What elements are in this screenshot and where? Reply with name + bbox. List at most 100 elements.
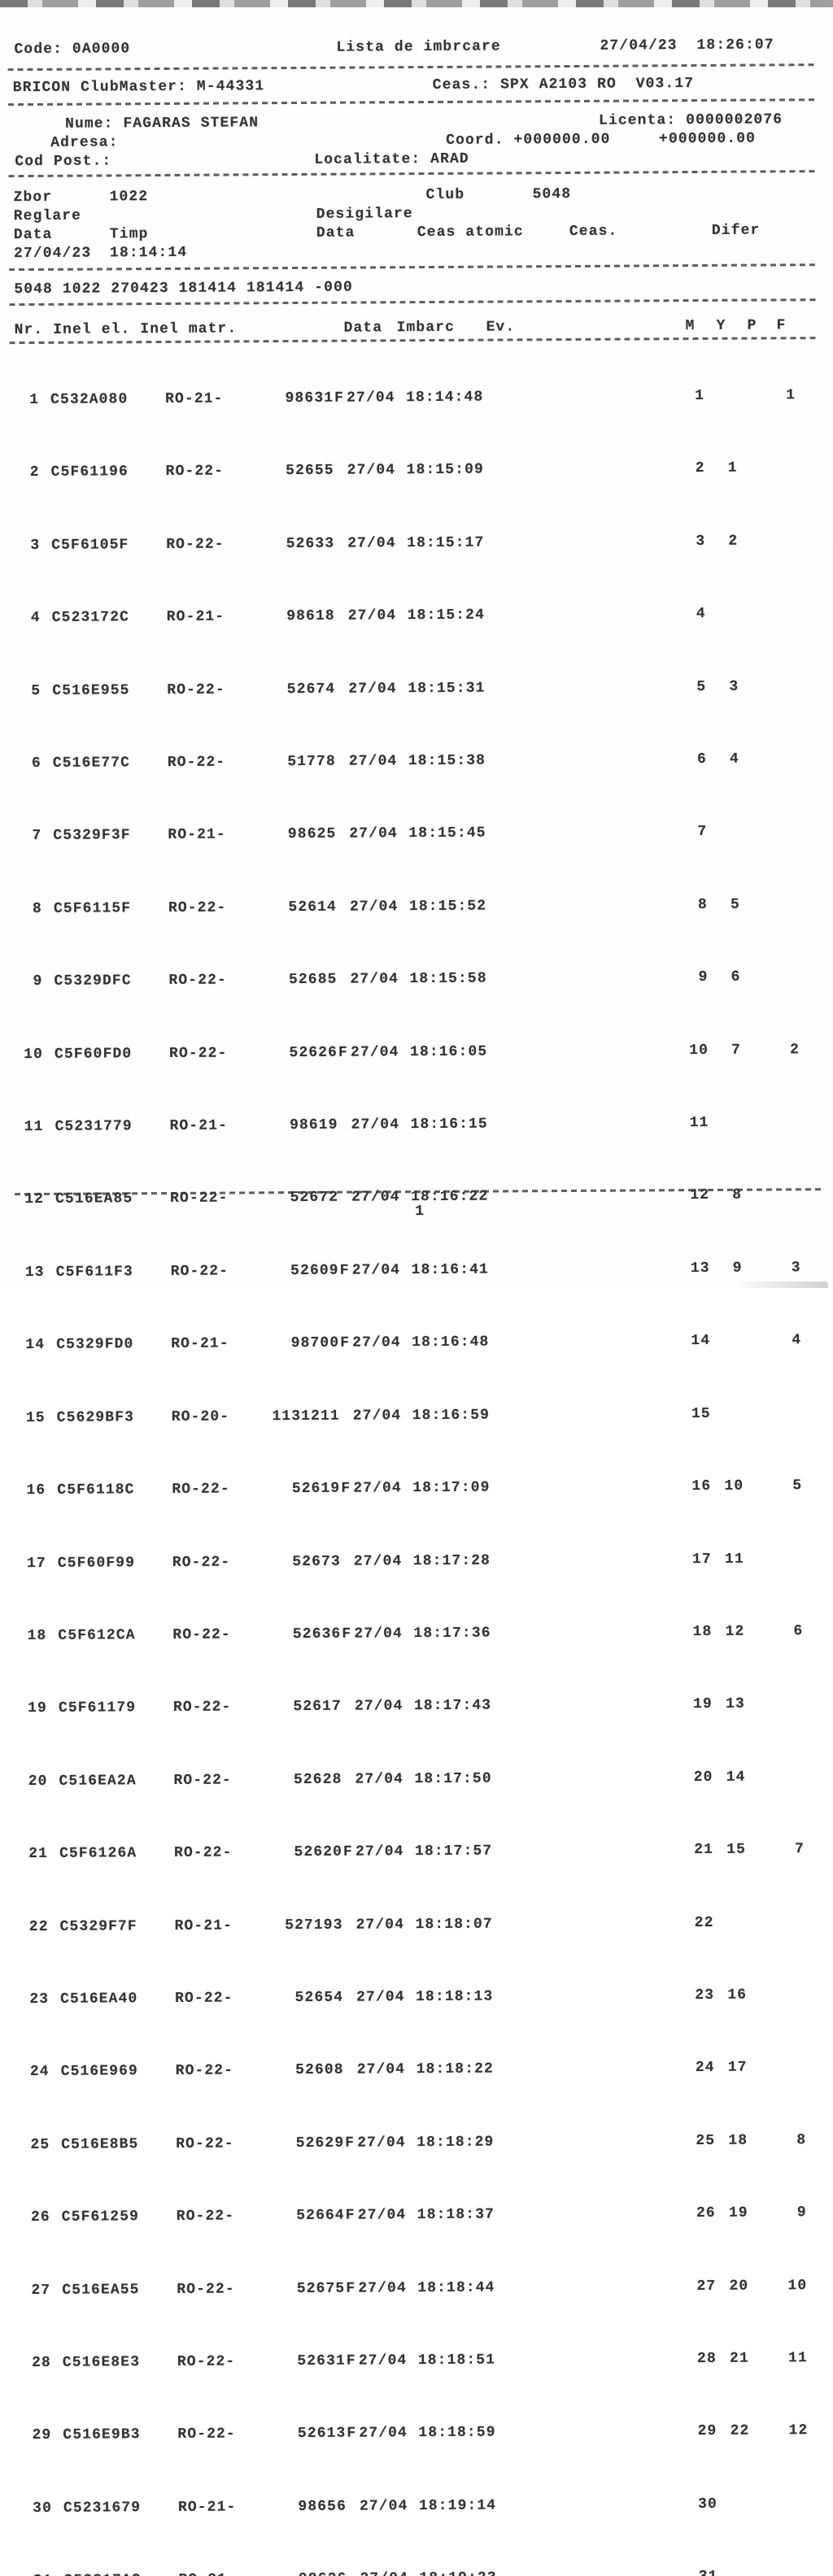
row-electronic-ring: C5F61259 <box>62 2208 139 2226</box>
table-row: 19 C5F61179 RO-22- 52617 27/04 18:17:43 … <box>7 1695 833 1719</box>
row-basketing-time: 18:18:44 <box>417 2278 495 2297</box>
table-row: 1 C532A080 RO-21- 98631 F 27/04 18:14:48… <box>0 386 831 411</box>
table-row: 20 C516EA2A RO-22- 52628 27/04 18:17:50 … <box>7 1768 833 1792</box>
row-ring-number: 52609 <box>232 1262 339 1281</box>
row-electronic-ring: C5231779 <box>55 1117 133 1136</box>
row-m-count: 11 <box>666 1114 709 1132</box>
row-number: 29 <box>24 2426 51 2444</box>
row-f-count: 1 <box>745 386 796 404</box>
table-row: 24 C516E969 RO-22- 52608 27/04 18:18:22 … <box>9 2058 833 2082</box>
row-basketing-time: 18:18:51 <box>418 2352 495 2370</box>
row-basketing-time: 18:17:43 <box>414 1697 491 1716</box>
row-ring-number: 52675 <box>238 2279 345 2298</box>
row-f-count: 5 <box>752 1477 802 1495</box>
row-basketing-time: 18:16:05 <box>410 1042 487 1061</box>
row-ring-number: 52664 <box>238 2207 345 2226</box>
table-row: 25 C516E8B5 RO-22- 52629 F 27/04 18:18:2… <box>9 2131 833 2156</box>
row-number: 22 <box>21 1917 49 1935</box>
row-ring-series: RO-22- <box>171 1262 229 1280</box>
row-f-flag: F <box>340 1261 353 1279</box>
row-number: 18 <box>19 1627 46 1645</box>
row-ring-series: RO-22- <box>166 535 225 553</box>
row-number: 14 <box>17 1336 45 1354</box>
row-f-flag: F <box>347 2425 360 2443</box>
table-row: 31 C52317AC RO-21- 98626 27/04 18:19:23 … <box>11 2567 833 2576</box>
row-basketing-date: 27/04 <box>356 1988 405 2006</box>
row-electronic-ring: C5F60F99 <box>58 1554 135 1573</box>
row-y-count: 19 <box>719 2204 748 2222</box>
row-basketing-time: 18:16:15 <box>411 1116 488 1134</box>
row-electronic-ring: C523172C <box>52 608 129 627</box>
row-electronic-ring: C5F611F3 <box>56 1263 133 1281</box>
row-number: 16 <box>18 1482 46 1499</box>
row-basketing-date: 27/04 <box>347 534 396 552</box>
coordinates: Coord. +000000.00 +000000.00 <box>446 130 756 150</box>
row-y-count: 10 <box>714 1477 744 1495</box>
row-f-count: 10 <box>757 2277 807 2295</box>
row-m-count: 17 <box>669 1550 712 1568</box>
zbor-label: Zbor <box>14 189 53 207</box>
row-number: 9 <box>15 973 42 990</box>
header-f: F <box>777 316 787 334</box>
timp-label: Timp <box>110 225 149 243</box>
divider <box>8 170 817 177</box>
row-ring-number: 52685 <box>229 971 337 990</box>
row-m-count: 9 <box>665 968 708 986</box>
row-basketing-time: 18:15:09 <box>407 461 484 480</box>
scanner-edge-artifact-bottom <box>731 1281 828 1288</box>
table-row: 29 C516E9B3 RO-22- 52613 F 27/04 18:18:5… <box>11 2422 833 2446</box>
row-ring-series: RO-21- <box>168 826 226 844</box>
row-basketing-time: 18:15:58 <box>409 970 486 989</box>
row-number: 17 <box>19 1554 46 1572</box>
row-ring-series: RO-20- <box>172 1408 230 1425</box>
table-row: 13 C5F611F3 RO-22- 52609 F 27/04 18:16:4… <box>4 1259 833 1283</box>
row-ring-series: RO-22- <box>173 1699 232 1717</box>
table-row: 9 C5329DFC RO-22- 52685 27/04 18:15:58 9… <box>2 968 833 992</box>
row-y-count: 12 <box>715 1623 744 1641</box>
row-basketing-date: 27/04 <box>356 1916 405 1934</box>
row-basketing-date: 27/04 <box>355 1698 403 1716</box>
row-y-count: 22 <box>720 2422 749 2440</box>
table-row: 3 C5F6105F RO-22- 52633 27/04 18:15:17 3… <box>0 532 832 556</box>
row-basketing-time: 18:18:37 <box>417 2206 495 2225</box>
row-y-count: 5 <box>711 896 740 914</box>
row-basketing-date: 27/04 <box>353 1407 402 1425</box>
row-f-count: 8 <box>756 2131 806 2149</box>
row-ring-series: RO-22- <box>177 2352 236 2370</box>
summary-line: 5048 1022 270423 181414 181414 -000 <box>0 276 831 298</box>
row-ring-number: 52620 <box>235 1843 342 1862</box>
row-f-count: 6 <box>752 1622 803 1640</box>
row-ring-series: RO-22- <box>175 1989 233 2007</box>
row-number: 23 <box>21 1991 49 2008</box>
row-y-count: 13 <box>716 1695 745 1713</box>
reglare-date: 27/04/23 <box>14 245 91 263</box>
row-ring-number: 1131211 <box>233 1407 340 1425</box>
row-basketing-time: 18:16:48 <box>412 1334 489 1352</box>
divider <box>9 298 818 306</box>
row-basketing-time: 18:19:14 <box>419 2496 496 2515</box>
reglare-time: 18:14:14 <box>110 244 187 263</box>
row-m-count: 13 <box>668 1260 710 1277</box>
row-ring-number: 52629 <box>237 2134 344 2152</box>
row-m-count: 23 <box>672 1986 714 2004</box>
row-m-count: 29 <box>674 2422 717 2440</box>
row-basketing-time: 18:18:29 <box>416 2133 494 2152</box>
row-basketing-time: 18:17:09 <box>412 1479 490 1498</box>
row-ring-number: 52626 <box>230 1043 338 1062</box>
divider <box>8 98 817 106</box>
row-number: 4 <box>13 609 41 627</box>
row-m-count: 30 <box>675 2496 717 2513</box>
row-m-count: 5 <box>664 678 706 696</box>
row-ring-series: RO-22- <box>177 2280 235 2298</box>
table-row: 26 C5F61259 RO-22- 52664 F 27/04 18:18:3… <box>10 2204 833 2228</box>
table-row: 28 C516E8E3 RO-22- 52631 F 27/04 18:18:5… <box>11 2349 833 2374</box>
row-number: 11 <box>16 1118 44 1136</box>
row-ring-series: RO-21- <box>178 2498 237 2516</box>
row-number: 31 <box>24 2572 52 2576</box>
row-number: 13 <box>17 1264 45 1281</box>
row-ring-number: 52655 <box>227 462 334 481</box>
row-number: 19 <box>20 1699 47 1717</box>
row-f-flag: F <box>343 1843 356 1861</box>
scanner-edge-artifact-top <box>0 0 833 7</box>
row-electronic-ring: C5F6118C <box>57 1481 134 1499</box>
